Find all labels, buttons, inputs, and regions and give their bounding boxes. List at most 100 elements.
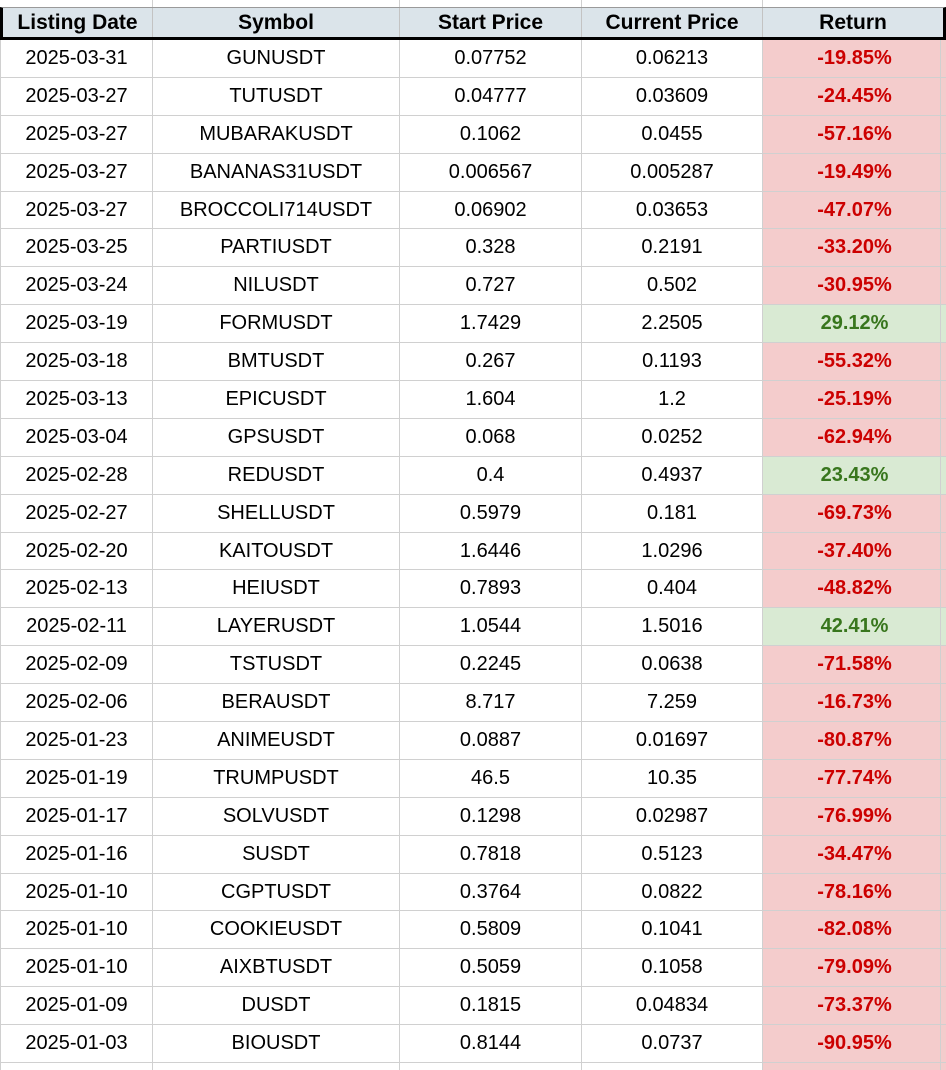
cell-return[interactable]: -19.49% (763, 153, 946, 192)
cell-return[interactable]: -69.73% (763, 494, 946, 533)
cell-current-price[interactable]: 0.5123 (582, 835, 763, 874)
cell-symbol[interactable]: SUSDT (153, 835, 400, 874)
cell-current-price[interactable]: 1.2 (582, 381, 763, 419)
cell-listing-date[interactable]: 2025-03-19 (0, 305, 153, 344)
cell-start-price[interactable]: 0.1062 (400, 115, 582, 154)
cell-return[interactable]: -77.74% (763, 759, 946, 798)
cell-start-price[interactable]: 0.1298 (400, 797, 582, 836)
cell-symbol[interactable]: BERAUSDT (153, 684, 400, 723)
cell-current-price[interactable]: 1.5016 (582, 608, 763, 647)
cell-listing-date[interactable]: 2025-01-10 (0, 911, 153, 950)
cell-current-price[interactable]: 0.0638 (582, 646, 763, 685)
cell-symbol[interactable]: HEIUSDT (153, 570, 400, 609)
cell-return[interactable]: -25.19% (763, 381, 946, 419)
cell-symbol[interactable]: CGPTUSDT (153, 873, 400, 912)
cell-current-price[interactable]: 0.1193 (582, 343, 763, 382)
cell-symbol[interactable]: BMTUSDT (153, 343, 400, 382)
cell-listing-date[interactable]: 2025-03-13 (0, 381, 153, 419)
cell-current-price[interactable]: 0.1058 (582, 949, 763, 988)
cell-current-price[interactable]: 0.04834 (582, 987, 763, 1026)
cell-current-price[interactable]: 0.1041 (582, 911, 763, 950)
cell-current-price[interactable]: 0.4937 (582, 456, 763, 495)
cell-symbol[interactable]: SHELLUSDT (153, 494, 400, 533)
cell-current-price[interactable]: 0.181 (582, 494, 763, 533)
cell-start-price[interactable]: 0.06902 (400, 191, 582, 230)
cell-return[interactable]: -55.32% (763, 343, 946, 382)
cell-listing-date[interactable]: 2025-01-09 (0, 987, 153, 1026)
cell-current-price[interactable]: 7.259 (582, 684, 763, 723)
cell-start-price[interactable]: 0.006567 (400, 153, 582, 192)
column-header-symbol[interactable]: Symbol (153, 8, 400, 37)
cell-symbol[interactable]: SOLVUSDT (153, 797, 400, 836)
cell-symbol[interactable]: BROCCOLI714USDT (153, 191, 400, 230)
cell-listing-date[interactable]: 2025-03-24 (0, 267, 153, 306)
cell-return[interactable]: -62.94% (763, 418, 946, 457)
cell-current-price[interactable]: 0.06213 (582, 40, 763, 78)
cell-listing-date[interactable]: 2025-01-10 (0, 873, 153, 912)
cell-start-price[interactable]: 8.717 (400, 684, 582, 723)
cell-return[interactable]: 42.41% (763, 608, 946, 647)
cell-start-price[interactable]: 0.5059 (400, 949, 582, 988)
cell-symbol[interactable]: BANANAS31USDT (153, 153, 400, 192)
cell-listing-date[interactable]: 2025-02-28 (0, 456, 153, 495)
cell-listing-date[interactable]: 2025-02-11 (0, 608, 153, 647)
cell-start-price[interactable]: 0.328 (400, 229, 582, 268)
cell-return[interactable]: -37.40% (763, 532, 946, 571)
cell-symbol[interactable]: COOKIEUSDT (153, 911, 400, 950)
cell-start-price[interactable]: 0.3764 (400, 873, 582, 912)
cell-symbol[interactable]: DUSDT (153, 987, 400, 1026)
column-header-listing-date[interactable]: Listing Date (3, 8, 153, 37)
cell-listing-date[interactable]: 2025-02-13 (0, 570, 153, 609)
cell-return[interactable]: -48.82% (763, 570, 946, 609)
cell-listing-date[interactable]: 2025-03-25 (0, 229, 153, 268)
cell-symbol[interactable]: NILUSDT (153, 267, 400, 306)
cell-return[interactable]: -76.99% (763, 797, 946, 836)
cell-current-price[interactable]: 0.0252 (582, 418, 763, 457)
cell-start-price[interactable]: 0.5979 (400, 494, 582, 533)
cell-start-price[interactable]: 1.604 (400, 381, 582, 419)
cell-start-price[interactable]: 0.8144 (400, 1025, 582, 1064)
cell-start-price[interactable]: 0.0887 (400, 722, 582, 760)
cell-return[interactable]: -79.09% (763, 949, 946, 988)
cell-return[interactable]: -57.16% (763, 115, 946, 154)
cell-return[interactable]: -82.08% (763, 911, 946, 950)
cell-listing-date[interactable]: 2025-02-06 (0, 684, 153, 723)
cell-symbol[interactable]: GPSUSDT (153, 418, 400, 457)
cell-start-price[interactable]: 0.7818 (400, 835, 582, 874)
cell-return[interactable]: -19.85% (763, 40, 946, 78)
cell-start-price[interactable]: 1.6446 (400, 532, 582, 571)
cell-symbol[interactable]: REDUSDT (153, 456, 400, 495)
cell-start-price[interactable]: 0.727 (400, 267, 582, 306)
cell-current-price[interactable]: 0.02987 (582, 797, 763, 836)
cell-current-price[interactable]: 0.502 (582, 267, 763, 306)
cell-start-price[interactable]: 0.5809 (400, 911, 582, 950)
cell-listing-date[interactable]: 2025-03-27 (0, 153, 153, 192)
cell-current-price[interactable]: 0.404 (582, 570, 763, 609)
cell-return[interactable]: -33.20% (763, 229, 946, 268)
cell-return[interactable]: -30.95% (763, 267, 946, 306)
cell-current-price[interactable]: 2.2505 (582, 305, 763, 344)
cell-current-price[interactable]: 10.35 (582, 759, 763, 798)
cell-listing-date[interactable]: 2025-01-19 (0, 759, 153, 798)
cell-listing-date[interactable]: 2025-02-20 (0, 532, 153, 571)
cell-symbol[interactable]: LAYERUSDT (153, 608, 400, 647)
cell-current-price[interactable]: 0.0822 (582, 873, 763, 912)
cell-listing-date[interactable]: 2025-03-27 (0, 191, 153, 230)
cell-symbol[interactable]: BIOUSDT (153, 1025, 400, 1064)
cell-current-price[interactable]: 0.0737 (582, 1025, 763, 1064)
cell-symbol[interactable]: TUTUSDT (153, 77, 400, 116)
cell-current-price[interactable]: 0.005287 (582, 153, 763, 192)
cell-symbol[interactable]: GUNUSDT (153, 40, 400, 78)
cell-symbol[interactable]: PARTIUSDT (153, 229, 400, 268)
cell-start-price[interactable]: 0.1815 (400, 987, 582, 1026)
cell-listing-date[interactable]: 2025-02-27 (0, 494, 153, 533)
cell-symbol[interactable]: ANIMEUSDT (153, 722, 400, 760)
cell-return[interactable]: -47.07% (763, 191, 946, 230)
cell-listing-date[interactable]: 2025-03-18 (0, 343, 153, 382)
cell-current-price[interactable]: 0.01697 (582, 722, 763, 760)
cell-symbol[interactable]: TSTUSDT (153, 646, 400, 685)
cell-start-price[interactable]: 0.07752 (400, 40, 582, 78)
cell-listing-date[interactable]: 2025-02-09 (0, 646, 153, 685)
column-header-current-price[interactable]: Current Price (582, 8, 763, 37)
cell-start-price[interactable]: 1.0544 (400, 608, 582, 647)
